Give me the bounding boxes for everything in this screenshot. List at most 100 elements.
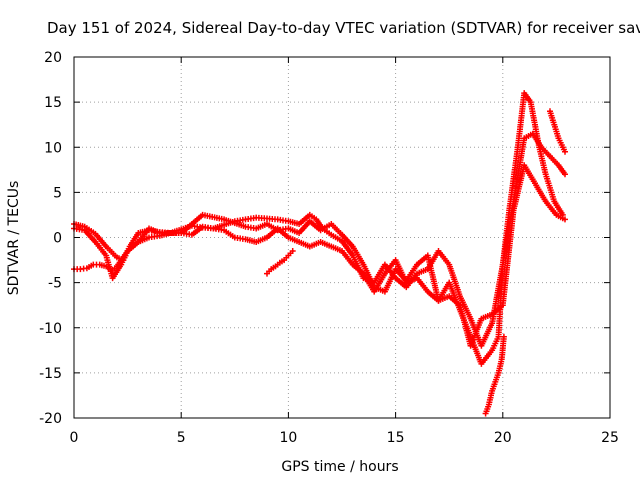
data-point — [190, 233, 194, 236]
data-point — [383, 290, 387, 293]
data-point — [137, 231, 140, 235]
data-point — [437, 249, 440, 253]
data-point — [104, 245, 108, 248]
data-point — [265, 236, 269, 239]
data-point — [351, 254, 354, 257]
data-point — [502, 335, 506, 338]
data-point — [523, 91, 526, 95]
data-point — [180, 231, 183, 235]
data-point — [244, 225, 247, 228]
data-point — [394, 267, 397, 271]
data-point — [274, 265, 277, 268]
data-point — [490, 349, 494, 352]
data-point — [469, 317, 472, 320]
data-point — [212, 227, 215, 230]
data-point — [340, 233, 344, 236]
data-point — [448, 294, 451, 298]
data-point — [555, 213, 558, 217]
data-point — [94, 232, 97, 236]
data-point — [490, 389, 494, 393]
data-point — [282, 258, 286, 262]
data-point — [540, 146, 543, 149]
data-point — [437, 299, 440, 302]
y-axis-label: SDTVAR / TECUs — [6, 181, 22, 296]
data-point — [351, 245, 354, 248]
data-point — [98, 263, 101, 266]
data-point — [415, 263, 419, 266]
data-point — [244, 218, 247, 221]
series-track-f — [547, 108, 568, 155]
data-point — [544, 200, 547, 203]
y-tick-label: 10 — [44, 140, 62, 156]
data-point — [548, 109, 552, 113]
data-point — [255, 240, 258, 244]
data-point — [79, 267, 82, 271]
data-point — [563, 218, 567, 221]
data-point — [497, 335, 500, 338]
data-point — [529, 100, 532, 104]
x-tick-label: 25 — [601, 430, 619, 446]
data-point — [512, 209, 515, 212]
data-point — [287, 236, 290, 239]
data-point — [557, 164, 560, 167]
data-point — [287, 220, 290, 223]
series-track-e — [482, 333, 507, 417]
y-tick-label: 0 — [53, 231, 62, 247]
data-point — [494, 380, 497, 384]
data-point — [147, 227, 151, 230]
data-point — [297, 231, 301, 235]
x-tick-label: 10 — [279, 430, 297, 446]
data-point — [469, 344, 472, 347]
data-point — [548, 155, 552, 158]
data-point — [415, 272, 419, 275]
series-track-a — [71, 90, 566, 349]
data-point — [501, 303, 504, 307]
series-markers — [71, 130, 568, 367]
series-markers — [71, 90, 566, 349]
series-track-d — [264, 248, 296, 277]
data-point — [85, 266, 89, 270]
data-point — [92, 263, 95, 266]
data-point — [563, 150, 567, 153]
data-point — [104, 254, 108, 257]
data-point — [111, 276, 114, 280]
data-point — [553, 123, 556, 126]
data-point — [533, 182, 537, 185]
data-point — [115, 256, 119, 259]
data-point — [265, 217, 269, 220]
data-point — [222, 223, 226, 227]
data-point — [111, 268, 114, 272]
data-point — [147, 236, 151, 239]
y-tick-label: -5 — [48, 276, 62, 292]
data-point — [265, 222, 269, 226]
data-point — [94, 240, 97, 244]
data-point — [383, 272, 387, 275]
data-point — [394, 258, 397, 262]
data-point — [270, 267, 273, 271]
data-point — [394, 276, 397, 280]
data-point — [405, 281, 408, 284]
data-point — [500, 358, 503, 361]
x-tick-label: 0 — [70, 430, 79, 446]
data-point — [276, 218, 279, 221]
x-tick-label: 20 — [494, 430, 512, 446]
y-tick-label: -15 — [39, 366, 62, 382]
axis-ticks: 0 5 10 15 20 25 -20 -15 -10 -5 0 5 10 15 20 — [39, 50, 619, 446]
data-point — [278, 261, 282, 264]
data-point — [553, 200, 556, 203]
y-tick-label: -20 — [39, 411, 62, 427]
y-tick-label: 15 — [44, 95, 62, 111]
data-point — [222, 218, 226, 221]
data-point — [201, 225, 204, 228]
data-point — [297, 222, 301, 226]
data-point — [405, 285, 408, 289]
data-point — [362, 272, 365, 275]
data-point — [255, 216, 258, 219]
data-point — [490, 322, 494, 325]
data-point — [315, 218, 318, 221]
data-point — [287, 254, 290, 257]
data-point — [480, 317, 483, 320]
x-axis-label: GPS time / hours — [281, 459, 398, 475]
data-point — [244, 238, 247, 241]
